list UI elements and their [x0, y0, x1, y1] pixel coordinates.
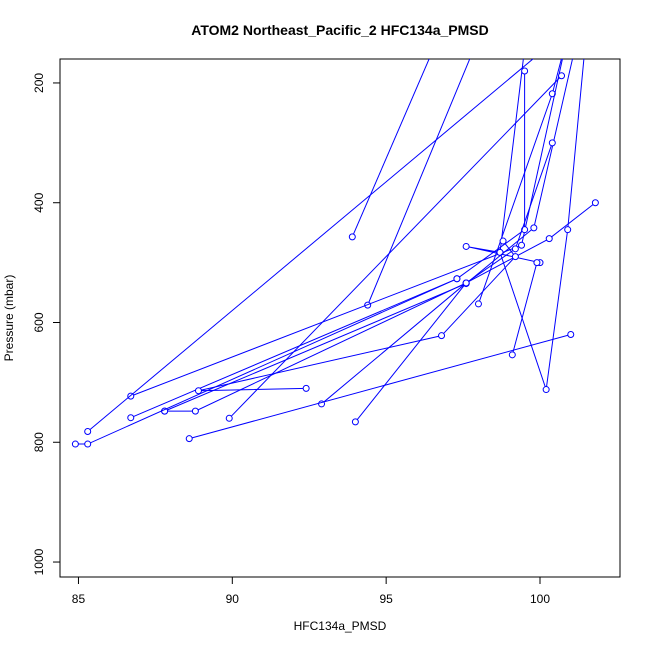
series-13 [194, 237, 519, 395]
data-point [127, 414, 135, 422]
x-axis: 85 90 95 100 [72, 577, 550, 606]
series-9 [127, 67, 529, 422]
series-line [189, 333, 571, 440]
x-tick-label: 90 [226, 592, 240, 606]
data-point [225, 414, 233, 422]
data-point [191, 407, 199, 415]
series-16 [508, 259, 541, 359]
series-4 [474, 59, 562, 308]
y-tick-label: 1000 [32, 548, 46, 575]
data-point [548, 139, 556, 147]
data-point [462, 242, 470, 250]
data-point [521, 67, 529, 75]
series-15 [351, 279, 470, 426]
x-tick-label: 85 [72, 592, 86, 606]
data-point [453, 275, 461, 283]
series-1 [348, 59, 430, 241]
data-point [438, 332, 446, 340]
series-line [164, 142, 553, 412]
data-point [474, 300, 482, 308]
data-point [511, 245, 519, 253]
y-tick-label: 600 [32, 312, 46, 332]
x-axis-label: HFC134a_PMSD [294, 619, 387, 633]
series-17 [185, 330, 575, 443]
series-line [351, 59, 430, 238]
data-point [84, 440, 92, 448]
data-point [518, 241, 526, 249]
data-point [533, 259, 541, 267]
plot-frame [59, 58, 621, 578]
y-tick-label: 800 [32, 432, 46, 452]
data-point [499, 237, 507, 245]
series-line [466, 59, 541, 264]
data-point [558, 72, 566, 80]
data-point [567, 330, 575, 338]
data-point [511, 253, 519, 261]
data-point [84, 427, 92, 435]
y-tick-label: 400 [32, 192, 46, 212]
series-8 [84, 59, 534, 435]
series-layer [71, 59, 599, 448]
chart-title: ATOM2 Northeast_Pacific_2 HFC134a_PMSD [191, 22, 488, 38]
data-point [508, 351, 516, 359]
series-line [321, 202, 596, 405]
data-point [185, 435, 193, 443]
data-point [542, 386, 550, 394]
series-line [367, 59, 471, 306]
series-line [511, 262, 538, 355]
series-14 [71, 275, 461, 448]
data-point [530, 224, 538, 232]
data-point [462, 279, 470, 287]
series-5 [127, 59, 563, 400]
data-point [194, 387, 202, 395]
series-line [87, 59, 534, 432]
y-tick-label: 200 [32, 73, 46, 93]
y-axis: 200 400 600 800 1000 [32, 73, 60, 575]
data-point [351, 418, 359, 426]
x-tick-label: 100 [530, 592, 550, 606]
series-line [228, 75, 562, 419]
series-7 [225, 72, 566, 422]
data-point [348, 233, 356, 241]
series-12 [318, 199, 599, 408]
y-axis-label: Pressure (mbar) [2, 275, 16, 362]
series-line [499, 59, 585, 390]
x-tick-label: 95 [379, 592, 393, 606]
data-point [591, 199, 599, 207]
data-point [302, 384, 310, 392]
data-point [71, 440, 79, 448]
data-point [545, 235, 553, 243]
series-line [130, 70, 526, 419]
series-line [130, 59, 563, 397]
data-point [564, 226, 572, 234]
series-line [354, 282, 467, 423]
